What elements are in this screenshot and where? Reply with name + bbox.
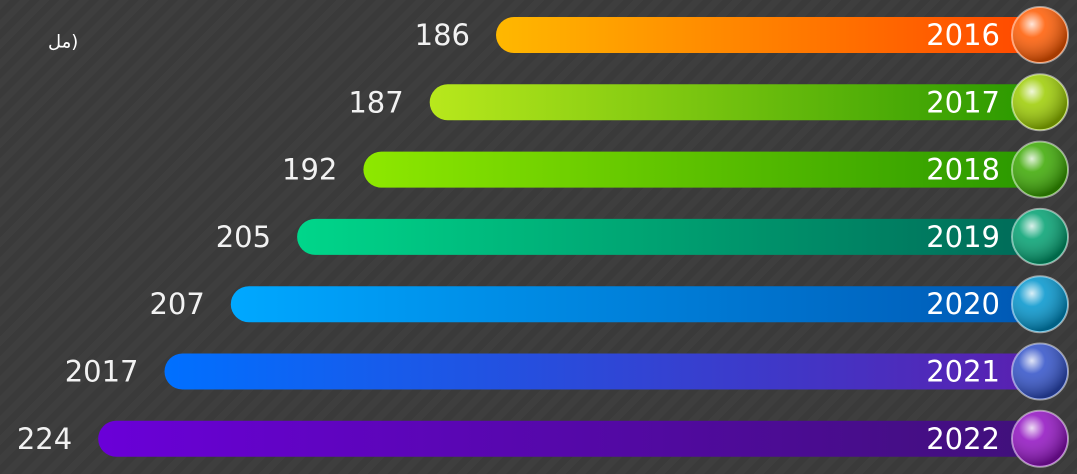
value-label: 2017 [65, 355, 139, 389]
year-label: 2022 [926, 422, 1000, 456]
year-label: 2019 [926, 220, 1000, 254]
bar [98, 421, 1035, 457]
note: (مل [48, 32, 78, 53]
ball-shine [1013, 412, 1067, 466]
bar [231, 286, 1035, 322]
value-label: 187 [348, 85, 403, 119]
value-label: 224 [17, 422, 72, 456]
ball-shine [1013, 143, 1067, 197]
year-label: 2021 [926, 355, 1000, 389]
value-label: 207 [149, 287, 204, 321]
ball-shine [1013, 75, 1067, 129]
year-label: 2020 [926, 287, 1000, 321]
bar [297, 219, 1035, 255]
ball-shine [1013, 345, 1067, 399]
year-label: 2018 [926, 153, 1000, 187]
value-label: 192 [282, 153, 337, 187]
ball-shine [1013, 8, 1067, 62]
year-label: 2017 [926, 85, 1000, 119]
value-label: 186 [415, 18, 470, 52]
infographic: (مل 186 2016 187 2017 192 2018 205 2019 207 2020 2… [0, 0, 1077, 474]
bar [165, 354, 1036, 390]
value-label: 205 [216, 220, 271, 254]
ball-shine [1013, 210, 1067, 264]
ball-shine [1013, 277, 1067, 331]
year-label: 2016 [926, 18, 1000, 52]
